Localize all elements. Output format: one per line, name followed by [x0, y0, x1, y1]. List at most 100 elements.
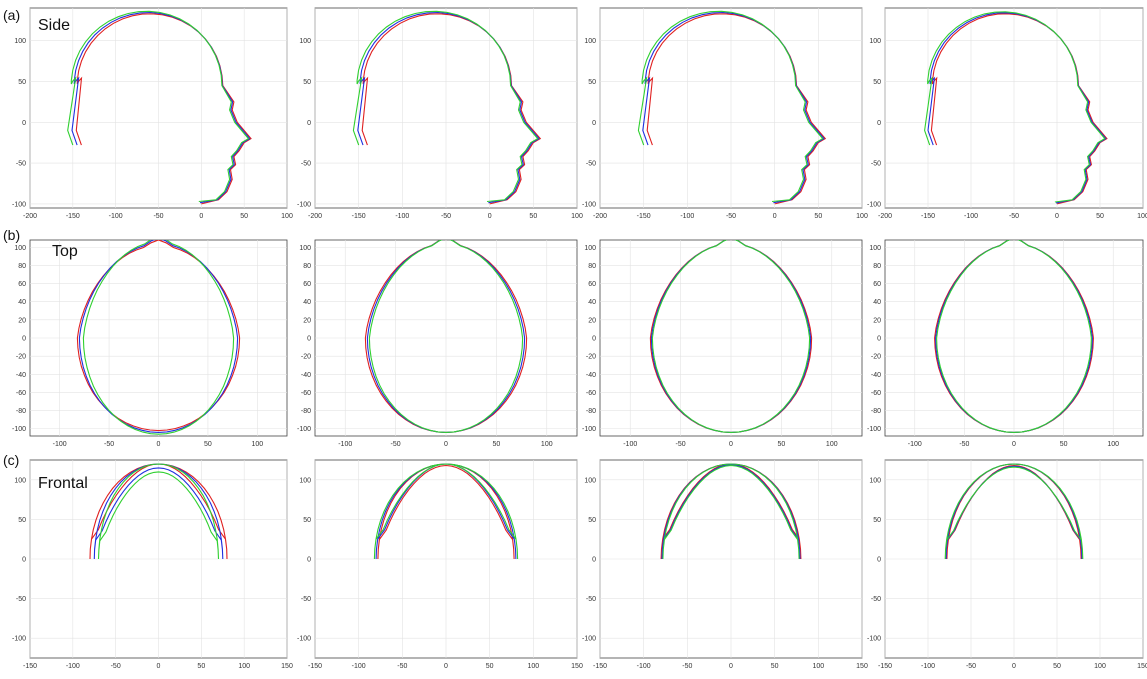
series-line-green: [373, 463, 519, 560]
view-label-top: Top: [52, 243, 78, 260]
x-tick-label: 50: [529, 213, 537, 220]
x-tick-label: -150: [878, 663, 892, 670]
x-tick-label: 150: [571, 663, 583, 670]
x-tick-label: -200: [308, 213, 322, 220]
series-line-green: [368, 240, 524, 433]
y-tick-label: 50: [303, 517, 311, 524]
x-tick-label: -100: [908, 441, 922, 448]
y-tick-label: 20: [303, 317, 311, 324]
y-tick-label: 100: [584, 38, 596, 45]
x-tick-label: -100: [66, 663, 80, 670]
y-tick-label: 40: [588, 299, 596, 306]
x-tick-label: 0: [444, 663, 448, 670]
panel-top-4: -100 -50 0 50 100 100 80 60 40 20 0 -20 -40 -60 -80 -10…: [867, 239, 1144, 448]
series-line-red: [364, 240, 528, 433]
x-tick-label: 100: [1107, 441, 1119, 448]
x-tick-label: 0: [1012, 441, 1016, 448]
view-label-frontal: Frontal: [38, 475, 88, 492]
x-tick-label: 0: [444, 441, 448, 448]
row-label-b: (b): [3, 227, 20, 243]
y-tick-label: -40: [301, 372, 311, 379]
series-line-blue: [366, 240, 526, 433]
x-tick-label: -150: [593, 663, 607, 670]
y-tick-label: 50: [18, 79, 26, 86]
series-line-green: [637, 10, 824, 203]
x-tick-label: -150: [637, 213, 651, 220]
x-tick-label: -100: [637, 663, 651, 670]
y-tick-label: 40: [873, 299, 881, 306]
x-tick-label: -100: [53, 441, 67, 448]
x-tick-label: -50: [959, 441, 969, 448]
x-tick-label: 50: [492, 441, 500, 448]
x-tick-label: -50: [391, 441, 401, 448]
y-tick-label: 20: [873, 317, 881, 324]
x-tick-label: 100: [541, 441, 553, 448]
x-tick-label: -150: [308, 663, 322, 670]
y-tick-label: -40: [16, 372, 26, 379]
y-tick-label: -50: [16, 161, 26, 168]
y-tick-label: 80: [873, 263, 881, 270]
panel-frontal-3: -150 -100 -50 0 50 100 150 100 50 0 -50 -100: [582, 459, 868, 670]
x-tick-label: 100: [571, 213, 583, 220]
y-tick-label: -60: [586, 390, 596, 397]
y-tick-label: -20: [16, 354, 26, 361]
y-tick-label: -100: [297, 636, 311, 643]
y-tick-label: -50: [586, 596, 596, 603]
x-tick-label: -100: [623, 441, 637, 448]
panel-top-1: -100 -50 0 50 100 100 80 60 40 20 0 -20 -40 -60 -80 -10…: [12, 239, 288, 448]
x-tick-label: 0: [157, 441, 161, 448]
x-tick-label: -100: [338, 441, 352, 448]
y-tick-label: -50: [301, 161, 311, 168]
row-label-a: (a): [3, 7, 20, 23]
x-tick-label: 50: [486, 663, 494, 670]
y-tick-label: 0: [592, 557, 596, 564]
y-tick-label: -40: [586, 372, 596, 379]
x-tick-label: -100: [352, 663, 366, 670]
y-tick-label: 50: [588, 517, 596, 524]
y-tick-label: -100: [867, 636, 881, 643]
series-line-green: [936, 240, 1092, 433]
y-tick-label: -50: [871, 161, 881, 168]
y-tick-label: 20: [588, 317, 596, 324]
x-tick-label: 100: [812, 663, 824, 670]
panel-top-3: -100 -50 0 50 100 100 80 60 40 20 0 -20 -40 -60 -80 -10…: [582, 239, 863, 448]
series-line-green: [944, 463, 1084, 560]
x-tick-label: -100: [109, 213, 123, 220]
x-tick-label: 0: [1012, 663, 1016, 670]
x-tick-label: -100: [395, 213, 409, 220]
y-tick-label: 0: [592, 120, 596, 127]
x-tick-label: 50: [771, 663, 779, 670]
x-tick-label: -50: [397, 663, 407, 670]
x-tick-label: -200: [878, 213, 892, 220]
panel-frontal-4: -150 -100 -50 0 50 100 150 100 50 0 -50 -100: [867, 459, 1147, 670]
x-tick-label: 50: [197, 663, 205, 670]
panel-side-2: -200 -150 -100 -50 0 50 100 100 50 0 -50 -100: [297, 7, 583, 220]
y-tick-label: -60: [301, 390, 311, 397]
y-tick-label: -100: [582, 426, 596, 433]
x-tick-label: 50: [1060, 441, 1068, 448]
y-tick-label: -80: [586, 408, 596, 415]
x-tick-label: 100: [1137, 213, 1147, 220]
y-tick-label: 0: [877, 120, 881, 127]
x-tick-label: -50: [1009, 213, 1019, 220]
panel-side-4: -200 -150 -100 -50 0 50 100 100 50 0 -50 -100: [867, 7, 1147, 220]
y-tick-label: -100: [12, 201, 26, 208]
x-tick-label: -200: [593, 213, 607, 220]
y-tick-label: -100: [12, 426, 26, 433]
y-tick-label: 50: [18, 517, 26, 524]
x-tick-label: -50: [441, 213, 451, 220]
y-tick-label: 100: [869, 477, 881, 484]
y-tick-label: -100: [867, 201, 881, 208]
y-tick-label: 0: [592, 336, 596, 343]
y-tick-label: 0: [877, 336, 881, 343]
series-line-green: [82, 240, 235, 435]
y-tick-label: -60: [16, 390, 26, 397]
y-tick-label: 60: [303, 281, 311, 288]
x-tick-label: 150: [1137, 663, 1147, 670]
y-tick-label: 50: [303, 79, 311, 86]
y-tick-label: 50: [873, 517, 881, 524]
panel-side-1: -200 -150 -100 -50 0 50 100 100 50 0 -50 -100: [12, 7, 293, 220]
x-tick-label: 50: [1053, 663, 1061, 670]
y-tick-label: 20: [18, 317, 26, 324]
